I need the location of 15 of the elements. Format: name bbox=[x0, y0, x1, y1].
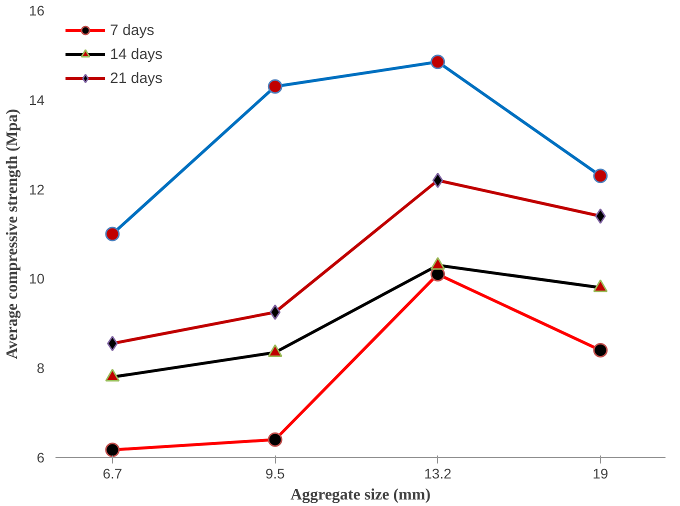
legend-label: 7 days bbox=[110, 22, 154, 38]
y-tick-label: 8 bbox=[36, 360, 45, 376]
x-tick-label: 19 bbox=[592, 466, 608, 482]
y-tick-label: 14 bbox=[28, 92, 45, 108]
legend-label: 21 days bbox=[110, 70, 163, 86]
y-tick-label: 10 bbox=[28, 270, 45, 287]
y-axis-title: Average compressive strength (Mpa) bbox=[4, 108, 21, 360]
y-tick-label: 6 bbox=[36, 450, 45, 466]
legend-label: 14 days bbox=[110, 46, 163, 62]
x-tick-label: 6.7 bbox=[102, 466, 122, 482]
y-tick-label: 16 bbox=[28, 2, 45, 18]
y-tick-label: 12 bbox=[28, 181, 45, 198]
x-axis-title: Aggregate size (mm) bbox=[290, 486, 431, 504]
x-tick-label: 9.5 bbox=[265, 466, 286, 482]
x-tick-label: 13.2 bbox=[424, 466, 452, 482]
